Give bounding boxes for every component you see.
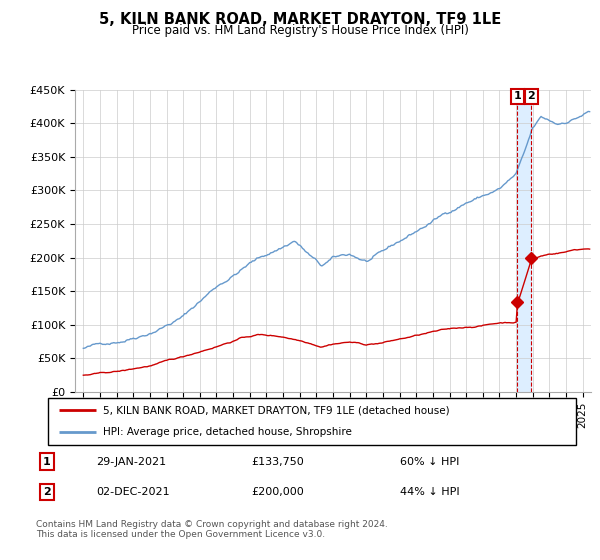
Text: 2: 2 xyxy=(43,487,50,497)
Text: 1: 1 xyxy=(43,456,50,466)
Text: 1: 1 xyxy=(514,91,521,101)
Text: 44% ↓ HPI: 44% ↓ HPI xyxy=(400,487,460,497)
Text: Price paid vs. HM Land Registry's House Price Index (HPI): Price paid vs. HM Land Registry's House … xyxy=(131,24,469,36)
Bar xyxy=(517,90,532,392)
Text: 02-DEC-2021: 02-DEC-2021 xyxy=(96,487,170,497)
Text: 2: 2 xyxy=(527,91,535,101)
Text: Contains HM Land Registry data © Crown copyright and database right 2024.
This d: Contains HM Land Registry data © Crown c… xyxy=(36,520,388,539)
Text: 60% ↓ HPI: 60% ↓ HPI xyxy=(400,456,459,466)
Text: HPI: Average price, detached house, Shropshire: HPI: Average price, detached house, Shro… xyxy=(103,427,352,437)
Text: £133,750: £133,750 xyxy=(251,456,304,466)
Text: 5, KILN BANK ROAD, MARKET DRAYTON, TF9 1LE (detached house): 5, KILN BANK ROAD, MARKET DRAYTON, TF9 1… xyxy=(103,405,450,416)
Text: 29-JAN-2021: 29-JAN-2021 xyxy=(96,456,166,466)
Text: 5, KILN BANK ROAD, MARKET DRAYTON, TF9 1LE: 5, KILN BANK ROAD, MARKET DRAYTON, TF9 1… xyxy=(99,12,501,27)
Text: £200,000: £200,000 xyxy=(251,487,304,497)
